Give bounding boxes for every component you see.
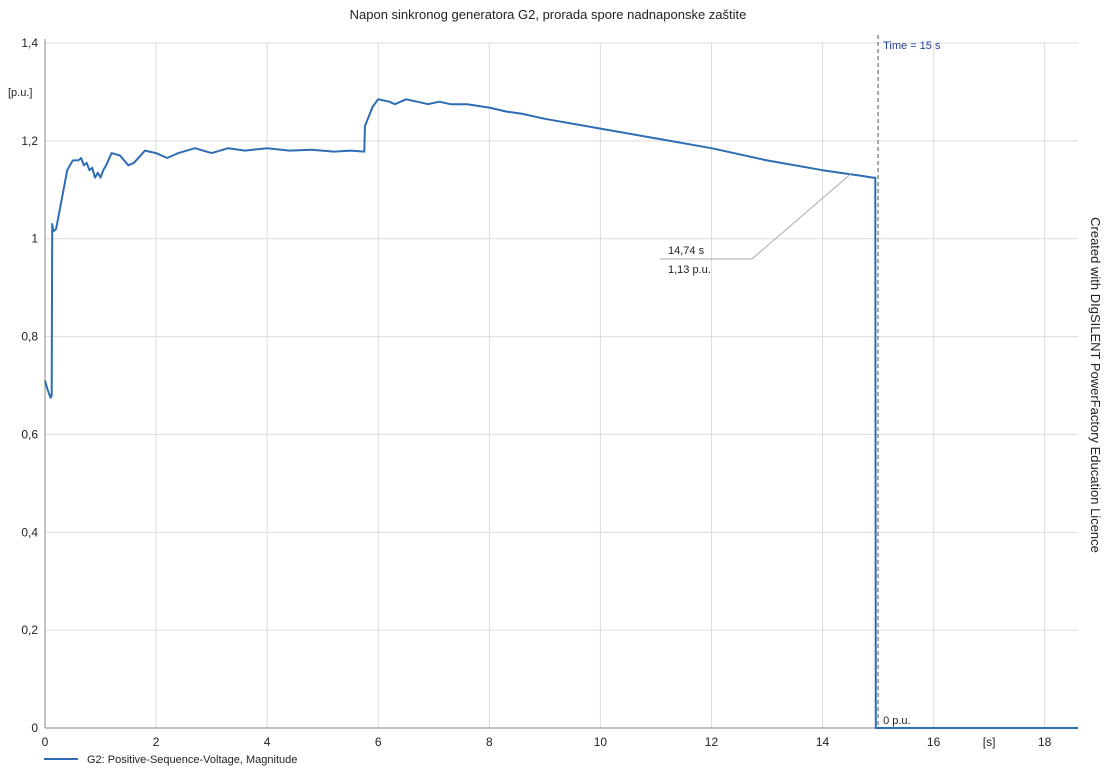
y-tick-label: 0,6 [21, 427, 38, 441]
legend-label: G2: Positive-Sequence-Voltage, Magnitude [87, 754, 297, 766]
plot-frame [44, 39, 1078, 729]
time-cursor[interactable]: Time = 15 s [877, 35, 941, 728]
chart-title: Napon sinkronog generatora G2, prorada s… [350, 7, 747, 22]
y-tick-label: 1,4 [21, 36, 38, 50]
annotations: 14,74 s 1,13 p.u. 0 p.u. [660, 172, 911, 727]
x-tick-label: 8 [486, 735, 493, 749]
annotation-zero: 0 p.u. [883, 715, 911, 727]
y-tick-label: 0,4 [21, 525, 38, 539]
x-tick-label: 18 [1038, 735, 1052, 749]
licence-watermark: Created with DIgSILENT PowerFactory Educ… [1088, 217, 1103, 553]
x-tick-label: 4 [264, 735, 271, 749]
grid [44, 42, 1078, 729]
annotation-time: 14,74 s [668, 245, 705, 257]
y-tick-label: 1 [31, 232, 38, 246]
series-layer [44, 98, 1078, 729]
series-line [44, 98, 1078, 729]
cursor-label: Time = 15 s [883, 40, 941, 52]
y-axis-unit: [p.u.] [8, 87, 32, 99]
y-axis: 0 0,2 0,4 0,6 0,8 1 1,2 1,4 [21, 36, 38, 735]
annotation-value: 1,13 p.u. [668, 264, 711, 276]
x-tick-label: 0 [42, 735, 49, 749]
y-tick-label: 1,2 [21, 134, 38, 148]
x-tick-label: 14 [816, 735, 830, 749]
x-tick-label: 6 [375, 735, 382, 749]
x-tick-label: 10 [594, 735, 608, 749]
legend: G2: Positive-Sequence-Voltage, Magnitude [44, 754, 297, 766]
x-tick-label: 2 [153, 735, 160, 749]
x-tick-label: 16 [927, 735, 941, 749]
y-tick-label: 0,2 [21, 623, 38, 637]
x-axis: 0 2 4 6 8 10 12 14 16 18 [s] [42, 735, 1052, 749]
x-tick-label: 12 [705, 735, 719, 749]
y-tick-label: 0 [31, 721, 38, 735]
x-axis-unit: [s] [983, 735, 996, 749]
y-tick-label: 0,8 [21, 330, 38, 344]
annotation-leader [751, 172, 852, 260]
